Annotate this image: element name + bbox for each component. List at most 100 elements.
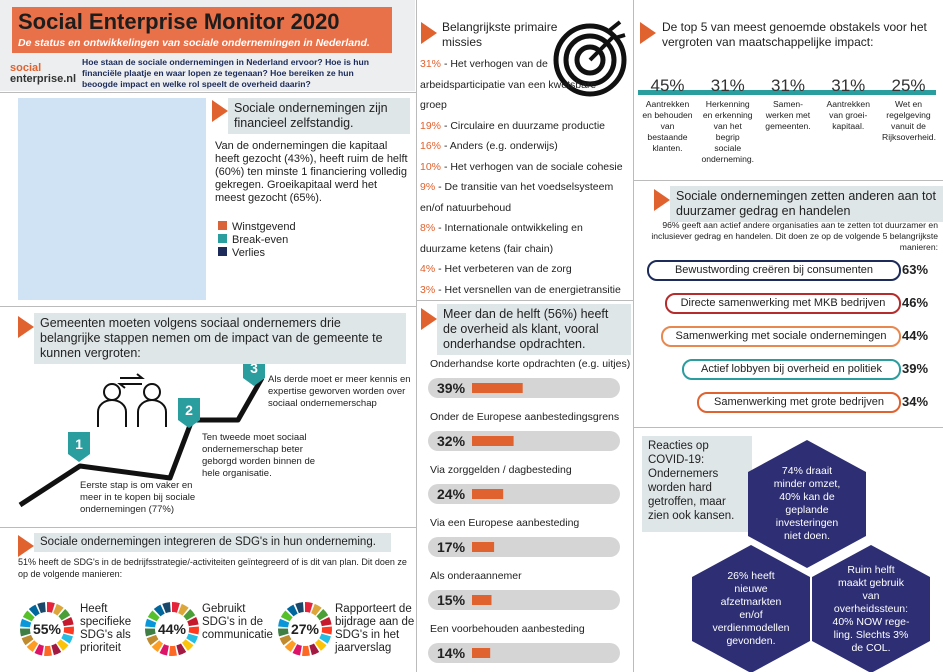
hex-text: 26% heeft nieuwe afzetmarkten en/of verd… bbox=[712, 570, 790, 647]
sdg-text: Gebruikt SDG's in de communicatie bbox=[202, 603, 273, 641]
sdg-text: Rapporteert de bijdrage aan de SDG's in … bbox=[335, 603, 415, 654]
icon bbox=[143, 383, 161, 401]
logo-line: social bbox=[10, 62, 42, 74]
obstacle-text: Herkenning en erkenning van het begrip s… bbox=[700, 98, 756, 166]
legend-label: Winstgevend bbox=[232, 221, 296, 233]
method-pill: Samenwerking met grote bedrijven bbox=[697, 392, 901, 413]
divider bbox=[634, 427, 943, 428]
hex-text: Ruim helft maakt gebruik van overheidsst… bbox=[832, 563, 910, 654]
legend-label: Verlies bbox=[232, 247, 266, 259]
marker bbox=[421, 308, 437, 330]
target-icon bbox=[553, 23, 627, 97]
target-icon bbox=[588, 20, 626, 62]
sdg-segment bbox=[321, 626, 332, 635]
method-pill: Directe samenwerking met MKB bedrijven bbox=[665, 293, 901, 314]
obstacle-pct: 45% bbox=[650, 76, 685, 95]
sdg-segment bbox=[280, 610, 293, 622]
mission-pct: 9% bbox=[420, 181, 436, 193]
target-icon bbox=[574, 44, 606, 76]
mission-text: - Circulaire en duurzame productie bbox=[443, 119, 606, 132]
sdg-segment bbox=[63, 626, 74, 635]
method-pill: Samenwerking met sociale ondernemingen bbox=[661, 326, 901, 347]
sdg-segment bbox=[169, 645, 177, 656]
sdg-pct: 27% bbox=[291, 621, 320, 637]
sdg-segment bbox=[144, 628, 156, 637]
target-icon bbox=[563, 33, 617, 87]
intro: Hoe staan de sociale ondernemingen in Ne… bbox=[82, 57, 369, 89]
sdg-segment bbox=[34, 644, 44, 656]
mission-list: 31% - Het verhogen van de arbeidspartici… bbox=[420, 54, 626, 300]
sdg-segment bbox=[162, 602, 171, 614]
mission-item: 31% - Het verhogen van de arbeidspartici… bbox=[420, 54, 626, 116]
paragraph: 96% geeft aan actief andere organisaties… bbox=[651, 220, 938, 252]
timeline bbox=[638, 90, 936, 95]
obstacle-text: Aantrekken van groei- kapitaal. bbox=[820, 98, 876, 133]
icon bbox=[103, 383, 121, 401]
mission-item: 3% - Het versnellen van de energietransi… bbox=[420, 280, 626, 301]
sdg-segment bbox=[279, 634, 292, 646]
obstacle-pct: 25% bbox=[891, 76, 926, 95]
mission-text: - Anders (e.g. onderwijs) bbox=[443, 140, 558, 152]
sdg-segment bbox=[20, 628, 31, 637]
step-number: 1 bbox=[75, 436, 83, 452]
sdg-segment bbox=[183, 609, 196, 621]
section-heading: Belangrijkste primaire missies bbox=[442, 20, 558, 49]
method-pct: 46% bbox=[902, 295, 929, 310]
marker bbox=[421, 22, 437, 44]
logo-line: enterprise.nl bbox=[10, 73, 77, 85]
sdg-segment bbox=[316, 609, 329, 621]
mission-pct: 8% bbox=[420, 222, 436, 234]
sdg-segment bbox=[181, 639, 194, 651]
step-number: 2 bbox=[185, 402, 193, 418]
legend-swatch bbox=[218, 221, 227, 230]
obstacle-text: Aantrekken en behouden van bestaande kla… bbox=[640, 98, 695, 155]
sdg-text: Heeft specifieke SDG's als prioriteit bbox=[80, 603, 132, 654]
marker bbox=[212, 100, 228, 122]
sdg-segment bbox=[62, 616, 74, 627]
method-pill: Actief lobbyen bij overheid en politiek bbox=[682, 359, 901, 380]
sdg-segment bbox=[151, 640, 164, 652]
section-heading: Sociale ondernemingen integreren de SDG'… bbox=[34, 533, 391, 552]
sdg-segment bbox=[286, 604, 298, 617]
divider bbox=[0, 527, 416, 528]
sdg-segment bbox=[172, 602, 180, 613]
hex-text: 74% draait minder omzet, 40% kan de gepl… bbox=[773, 465, 841, 542]
logo: social enterprise.nl bbox=[10, 63, 76, 85]
section-heading: Sociale ondernemingen zetten anderen aan… bbox=[670, 186, 943, 222]
marker bbox=[18, 316, 34, 338]
subtitle: De status en ontwikkelingen van sociale … bbox=[18, 37, 370, 49]
section-heading: Meer dan de helft (56%) heeft de overhei… bbox=[437, 304, 631, 355]
divider bbox=[0, 92, 416, 93]
title: Social Enterprise Monitor 2020 bbox=[18, 9, 340, 34]
legend-swatch bbox=[218, 247, 227, 256]
bar-category: Als onderaannemer bbox=[430, 570, 522, 582]
mission-pct: 31% bbox=[420, 58, 442, 70]
bar bbox=[472, 383, 523, 393]
sdg-segment bbox=[53, 603, 64, 616]
obstacle: 31% Aantrekken van groei- kapitaal. bbox=[820, 76, 876, 166]
step-flag bbox=[68, 432, 90, 462]
sdg-segment bbox=[47, 602, 55, 613]
sdg-segment bbox=[284, 640, 297, 652]
sdg-segment bbox=[295, 602, 304, 614]
sdg-segment bbox=[58, 609, 71, 621]
sdg-segment bbox=[28, 604, 40, 617]
method-pct: 34% bbox=[902, 394, 929, 409]
sdg-segment bbox=[188, 626, 200, 635]
sdg-segment bbox=[278, 628, 289, 637]
sdg-segment bbox=[146, 634, 159, 646]
mission-pct: 4% bbox=[420, 263, 436, 275]
mission-text: - Het verbeteren van de zorg bbox=[438, 263, 572, 275]
paragraph: 51% heeft de SDG's in de bedrijfsstrateg… bbox=[18, 557, 407, 579]
bar-category: Via een Europese aanbesteding bbox=[430, 517, 580, 529]
mission-item: 4% - Het verbeteren van de zorg bbox=[420, 259, 626, 280]
mission-item: 9% - De transitie van het voedselsysteem… bbox=[420, 177, 626, 218]
bar-value: 17% bbox=[437, 539, 466, 555]
bar bbox=[472, 648, 491, 658]
obstacle-pct: 31% bbox=[710, 76, 745, 95]
sdg-pct: 55% bbox=[33, 621, 62, 637]
divider bbox=[0, 306, 416, 307]
bar-category: Onder de Europese aanbestedingsgrens bbox=[430, 411, 620, 423]
icon bbox=[137, 399, 167, 427]
